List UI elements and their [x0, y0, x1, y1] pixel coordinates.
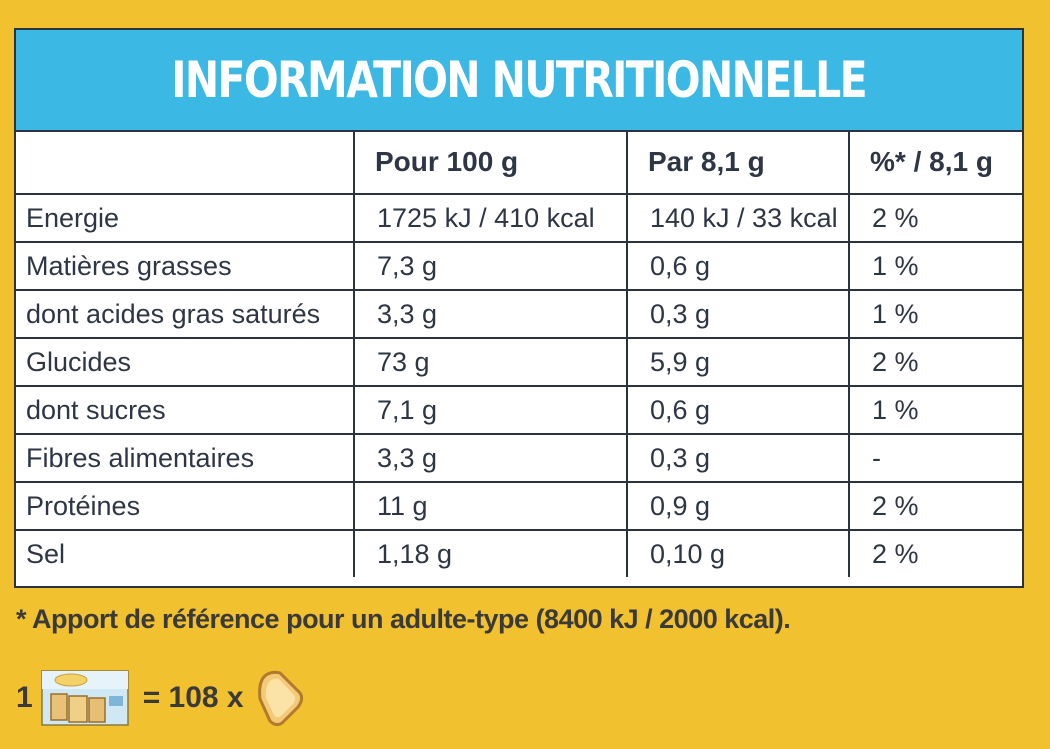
table-row: dont sucres 7,1 g 0,6 g 1 % [16, 385, 1022, 435]
value-per-serving: 5,9 g [626, 337, 850, 387]
value-per-100g: 7,3 g [353, 241, 628, 291]
value-percent: 2 % [848, 481, 1022, 531]
nutrient-name: Glucides [16, 337, 355, 387]
value-per-serving: 0,3 g [626, 433, 850, 483]
value-per-100g: 3,3 g [353, 433, 628, 483]
pack-equivalence: 1 = 108 x [16, 668, 306, 728]
nutrition-table: Pour 100 g Par 8,1 g %* / 8,1 g Energie … [16, 130, 1022, 577]
nutrient-name: Protéines [16, 481, 355, 531]
value-per-100g: 3,3 g [353, 289, 628, 339]
value-per-serving: 140 kJ / 33 kcal [626, 193, 850, 243]
value-percent: 2 % [848, 337, 1022, 387]
equivalence-text: = 108 x [142, 681, 244, 714]
product-pack-icon [40, 670, 129, 726]
value-per-100g: 1,18 g [353, 529, 628, 577]
header-per-100g: Pour 100 g [353, 130, 628, 195]
table-row: Matières grasses 7,3 g 0,6 g 1 % [16, 241, 1022, 291]
value-percent: 1 % [848, 289, 1022, 339]
table-row: dont acides gras saturés 3,3 g 0,3 g 1 % [16, 289, 1022, 339]
value-percent: 1 % [848, 385, 1022, 435]
table-row: Glucides 73 g 5,9 g 2 % [16, 337, 1022, 387]
nutrient-name: Sel [16, 529, 355, 577]
value-per-100g: 7,1 g [353, 385, 628, 435]
table-row: Fibres alimentaires 3,3 g 0,3 g - [16, 433, 1022, 483]
panel-title: INFORMATION NUTRITIONNELLE [171, 51, 868, 109]
nutrition-panel: INFORMATION NUTRITIONNELLE Pour 100 g Pa… [14, 28, 1024, 588]
pack-count: 1 [16, 681, 33, 714]
reference-footnote: * Apport de référence pour un adulte-typ… [16, 604, 791, 634]
header-percent-ri: %* / 8,1 g [848, 130, 1022, 195]
value-per-100g: 73 g [353, 337, 628, 387]
value-per-serving: 0,3 g [626, 289, 850, 339]
nutrient-name: Energie [16, 193, 355, 243]
value-per-serving: 0,9 g [626, 481, 850, 531]
value-per-serving: 0,10 g [626, 529, 850, 577]
toast-slice-icon [257, 670, 303, 727]
value-percent: 2 % [848, 193, 1022, 243]
value-per-serving: 0,6 g [626, 385, 850, 435]
nutrient-name: Matières grasses [16, 241, 355, 291]
table-row: Energie 1725 kJ / 410 kcal 140 kJ / 33 k… [16, 193, 1022, 243]
nutrient-name: dont acides gras saturés [16, 289, 355, 339]
value-per-serving: 0,6 g [626, 241, 850, 291]
table-row: Protéines 11 g 0,9 g 2 % [16, 481, 1022, 531]
table-header-row: Pour 100 g Par 8,1 g %* / 8,1 g [16, 130, 1022, 195]
value-percent: - [848, 433, 1022, 483]
header-per-serving: Par 8,1 g [626, 130, 850, 195]
value-percent: 1 % [848, 241, 1022, 291]
nutrient-name: dont sucres [16, 385, 355, 435]
header-cell-empty [16, 130, 355, 195]
value-percent: 2 % [848, 529, 1022, 577]
value-per-100g: 11 g [353, 481, 628, 531]
table-row: Sel 1,18 g 0,10 g 2 % [16, 529, 1022, 577]
value-per-100g: 1725 kJ / 410 kcal [353, 193, 628, 243]
nutrient-name: Fibres alimentaires [16, 433, 355, 483]
title-bar: INFORMATION NUTRITIONNELLE [16, 30, 1022, 132]
